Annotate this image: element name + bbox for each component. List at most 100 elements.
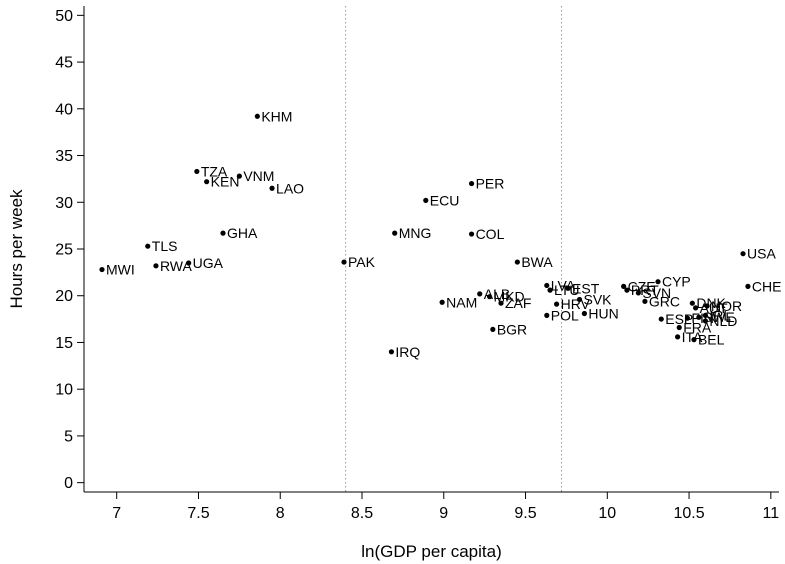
y-tick-label: 40 [55, 101, 73, 118]
point-label-zaf: ZAF [505, 295, 531, 311]
data-point-per [468, 180, 475, 187]
y-tick-label: 15 [55, 335, 73, 352]
data-point-irl [702, 312, 709, 318]
data-point-alb [477, 291, 483, 297]
y-tick-label: 20 [55, 288, 73, 305]
data-point-rwa [153, 263, 159, 269]
point-label-irl: IRL [709, 307, 731, 323]
data-point-pak [341, 259, 347, 265]
point-label-nam: NAM [446, 294, 477, 310]
data-point-pol [544, 312, 550, 318]
point-label-pak: PAK [348, 254, 376, 270]
data-point-ken [204, 179, 210, 185]
data-point-cyp [655, 279, 661, 285]
x-tick-label: 7 [112, 505, 121, 522]
point-label-vnm: VNM [243, 168, 274, 184]
x-tick-label: 9.5 [514, 505, 536, 522]
data-point-esp [658, 316, 664, 322]
data-point-nor [704, 303, 710, 309]
axes [83, 6, 779, 493]
y-tick-label: 25 [55, 242, 73, 259]
data-point-ita [675, 334, 681, 340]
data-point-col [468, 231, 475, 237]
data-point-zaf [498, 300, 504, 306]
point-label-per: PER [476, 176, 505, 192]
point-label-bel: BEL [698, 332, 725, 348]
data-point-khm [254, 113, 260, 119]
data-point-ecu [423, 197, 429, 203]
point-label-grc: GRC [649, 293, 680, 309]
x-tick-label: 8 [276, 505, 285, 522]
point-label-est: EST [572, 280, 600, 296]
point-label-swe: SWE [703, 309, 735, 325]
point-label-rwa: RWA [160, 258, 193, 274]
point-label-usa: USA [747, 246, 776, 262]
point-label-che: CHE [752, 278, 782, 294]
point-label-esp: ESP [665, 311, 693, 327]
y-tick-label: 5 [64, 428, 73, 445]
data-point-bwa [514, 259, 520, 265]
data-point-grc [642, 298, 648, 304]
y-tick-label: 35 [55, 148, 73, 165]
data-point-che [745, 283, 751, 289]
point-label-nld: NLD [709, 313, 737, 329]
y-axis-title: Hours per week [7, 189, 26, 309]
data-point-hun [581, 310, 588, 317]
data-point-aut [693, 305, 699, 311]
point-label-cyp: CYP [662, 274, 691, 290]
data-point-nam [439, 299, 445, 305]
point-label-tls: TLS [152, 238, 178, 254]
data-point-nld [702, 318, 709, 324]
y-tick-label: 50 [55, 8, 73, 25]
data-point-hrv [554, 301, 560, 307]
reference-lines [345, 6, 563, 492]
x-axis-title: ln(GDP per capita) [361, 542, 501, 561]
point-label-irq: IRQ [395, 344, 420, 360]
data-point-tza [194, 168, 200, 175]
data-point-gha [220, 230, 226, 236]
data-point-uga [186, 260, 192, 266]
x-tick-label: 8.5 [351, 505, 373, 522]
x-tick-label: 9 [439, 505, 448, 522]
point-label-col: COL [476, 226, 505, 242]
point-label-fin: FIN [691, 310, 714, 326]
data-point-cze [621, 283, 627, 289]
y-axis-ticks: 0 5 10 15 20 25 30 35 40 45 50 [55, 8, 84, 492]
x-tick-label: 11 [763, 505, 780, 522]
point-label-gha: GHA [227, 225, 258, 241]
point-label-bwa: BWA [521, 254, 553, 270]
data-point-mng [392, 230, 398, 236]
data-point-lva [544, 282, 550, 289]
y-tick-label: 0 [64, 475, 73, 492]
x-tick-label: 7.5 [187, 505, 209, 522]
data-point-fin [684, 315, 691, 321]
data-point-ltu [547, 287, 553, 293]
x-axis-ticks: 7 7.5 8 8.5 9 9.5 10 10.5 11 [112, 492, 779, 522]
data-point-est [565, 285, 571, 291]
point-label-hrv: HRV [561, 296, 591, 312]
y-tick-label: 10 [55, 382, 73, 399]
point-label-fra: FRA [683, 320, 712, 336]
data-point-irq [388, 349, 395, 355]
point-label-ecu: ECU [430, 192, 460, 208]
data-point-prt [624, 287, 630, 293]
point-label-ken: KEN [211, 174, 240, 190]
y-tick-label: 45 [55, 55, 73, 72]
point-label-cze: CZE [628, 278, 656, 294]
point-label-hun: HUN [588, 305, 618, 321]
point-label-mng: MNG [399, 225, 432, 241]
point-label-tza: TZA [201, 163, 228, 179]
x-tick-label: 10 [598, 505, 616, 522]
point-label-bgr: BGR [497, 321, 527, 337]
point-label-uga: UGA [193, 255, 224, 271]
data-point-tls [145, 243, 151, 249]
point-label-nor: NOR [711, 298, 742, 314]
data-point-mkd [486, 294, 493, 300]
point-label-khm: KHM [261, 108, 292, 124]
point-label-ita: ITA [682, 329, 703, 345]
data-point-svk [576, 296, 583, 303]
data-point-fra [676, 324, 682, 331]
point-label-svk: SVK [583, 291, 612, 307]
